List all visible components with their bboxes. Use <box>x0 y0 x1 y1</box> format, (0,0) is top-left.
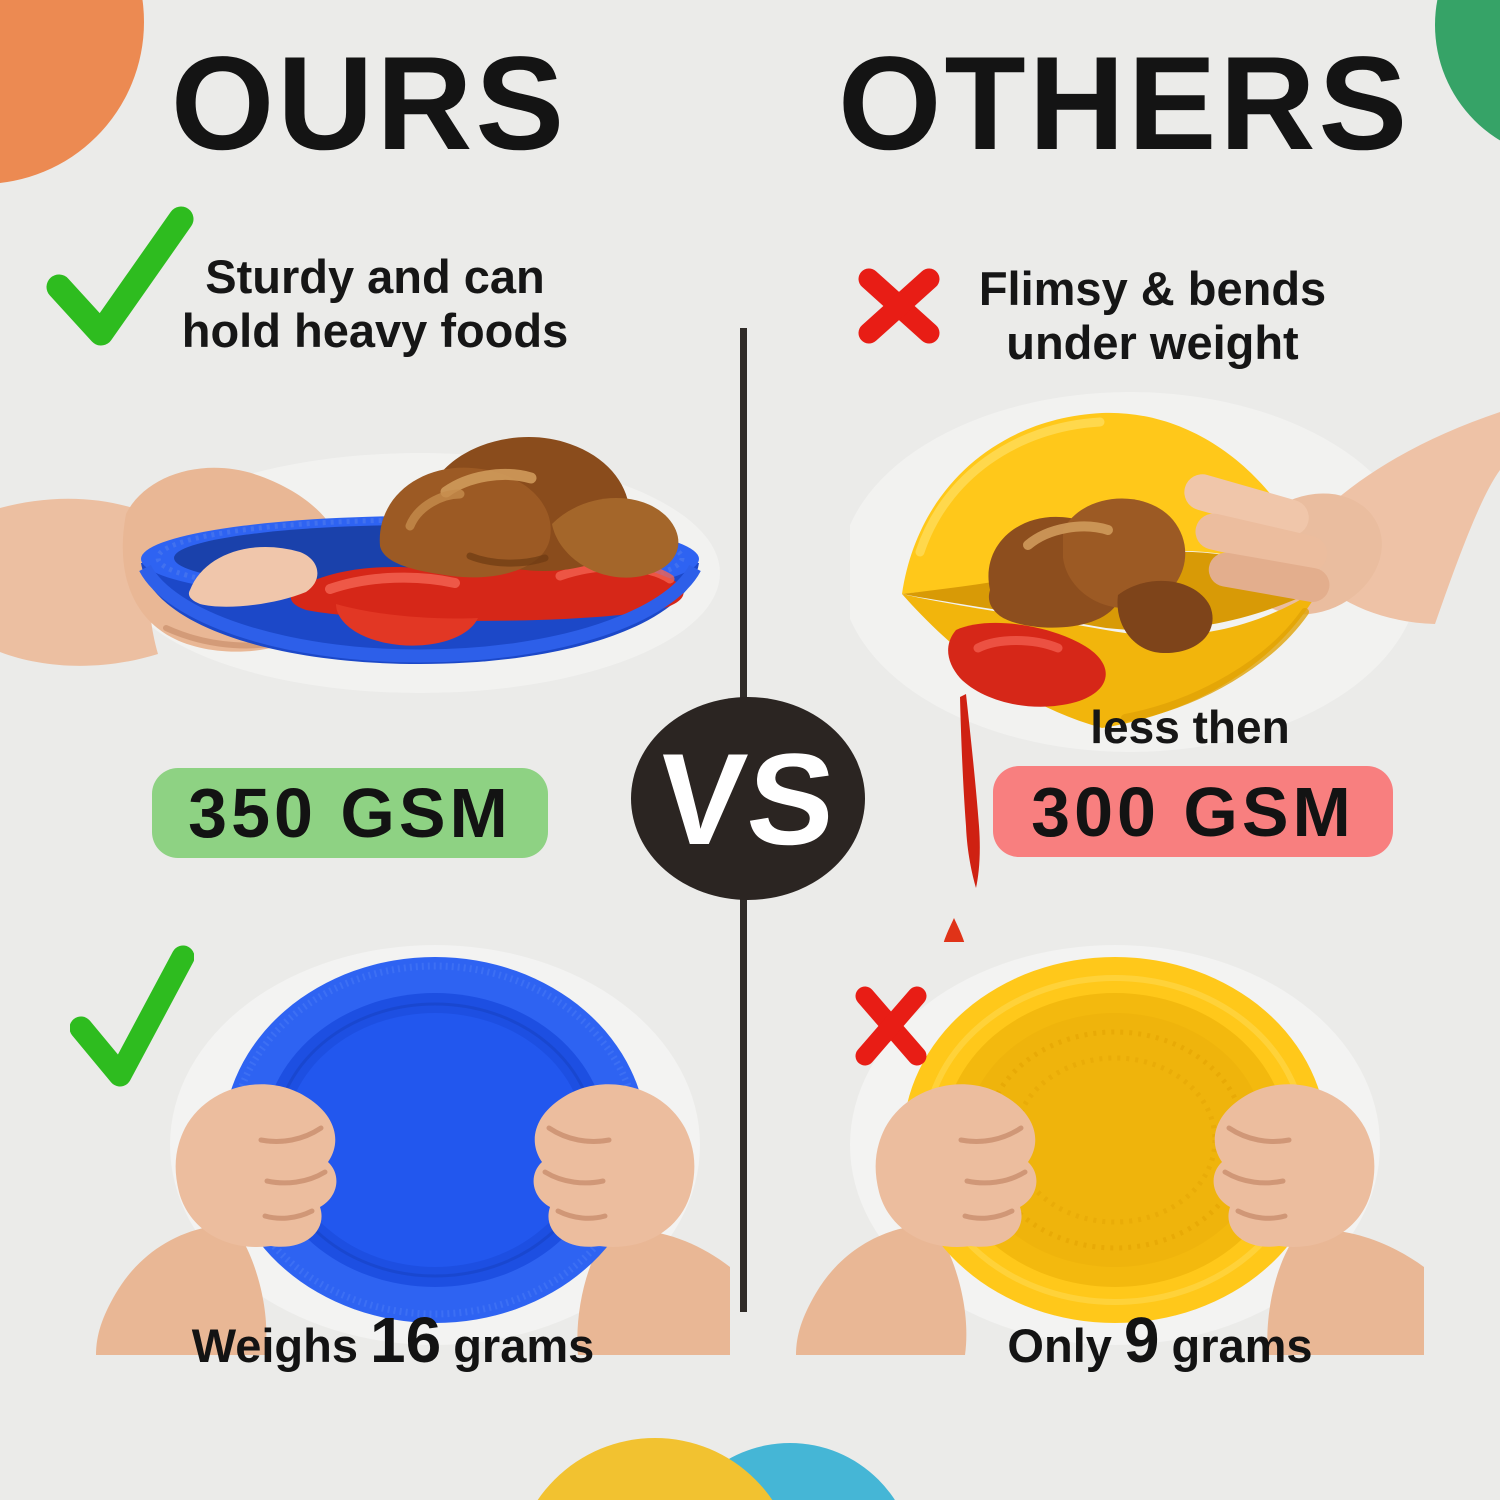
weight-prefix-ours: Weighs <box>191 1319 358 1372</box>
claim-ours-line1: Sturdy and can <box>205 250 545 303</box>
weight-value-others: 9 <box>1123 1304 1160 1376</box>
weight-caption-ours: Weighs 16 grams <box>63 1303 723 1377</box>
photo-flimsy-plate-bending <box>850 392 1500 942</box>
fingers-gripping-plate <box>1184 474 1330 602</box>
gsm-qualifier-others: less then <box>1090 701 1290 753</box>
plate-front-rim <box>139 564 701 663</box>
claim-others: Flimsy & bends under weight <box>950 262 1355 370</box>
cross-icon <box>858 268 940 344</box>
right-fist <box>533 1084 695 1247</box>
left-fist <box>175 1084 337 1247</box>
weight-prefix-others: Only <box>1007 1319 1112 1372</box>
arm-left <box>796 1227 967 1355</box>
claim-ours: Sturdy and can hold heavy foods <box>170 250 580 358</box>
right-fist <box>1213 1084 1375 1247</box>
check-icon-bottom <box>70 945 194 1087</box>
weight-suffix-ours: grams <box>453 1319 595 1372</box>
gsm-badge-others: 300 GSM <box>993 766 1393 857</box>
arm-left <box>96 1227 267 1355</box>
food-spilling-off <box>943 498 1213 942</box>
ketchup-drip-stream <box>960 694 980 888</box>
claim-others-line1: Flimsy & bends <box>978 262 1327 315</box>
chicken-wings-and-ketchup <box>290 437 684 646</box>
photo-empty-yellow-plate <box>796 945 1424 1355</box>
claim-ours-line2: hold heavy foods <box>181 304 569 357</box>
vs-label: VS <box>654 725 842 872</box>
decor-green-circle <box>1435 0 1500 160</box>
blue-plate-full <box>223 957 647 1323</box>
title-others: OTHERS <box>838 30 1411 178</box>
weight-suffix-others: grams <box>1171 1319 1313 1372</box>
check-icon <box>46 206 194 346</box>
photo-sturdy-plate-with-food <box>0 437 720 693</box>
vs-badge: VS <box>631 697 865 900</box>
weight-caption-others: Only 9 grams <box>830 1303 1490 1377</box>
cross-icon-bottom <box>855 986 927 1066</box>
gsm-badge-ours: 350 GSM <box>152 768 548 858</box>
arm-right <box>1267 1229 1424 1355</box>
thumb-over-rim <box>188 546 318 607</box>
arm-right <box>577 1229 730 1355</box>
title-ours: OURS <box>170 30 568 178</box>
ketchup-droplet <box>943 918 965 942</box>
left-fist <box>875 1084 1037 1247</box>
claim-others-line2: under weight <box>1006 316 1299 369</box>
weight-value-ours: 16 <box>370 1304 442 1376</box>
photo-empty-blue-plate <box>96 945 730 1355</box>
